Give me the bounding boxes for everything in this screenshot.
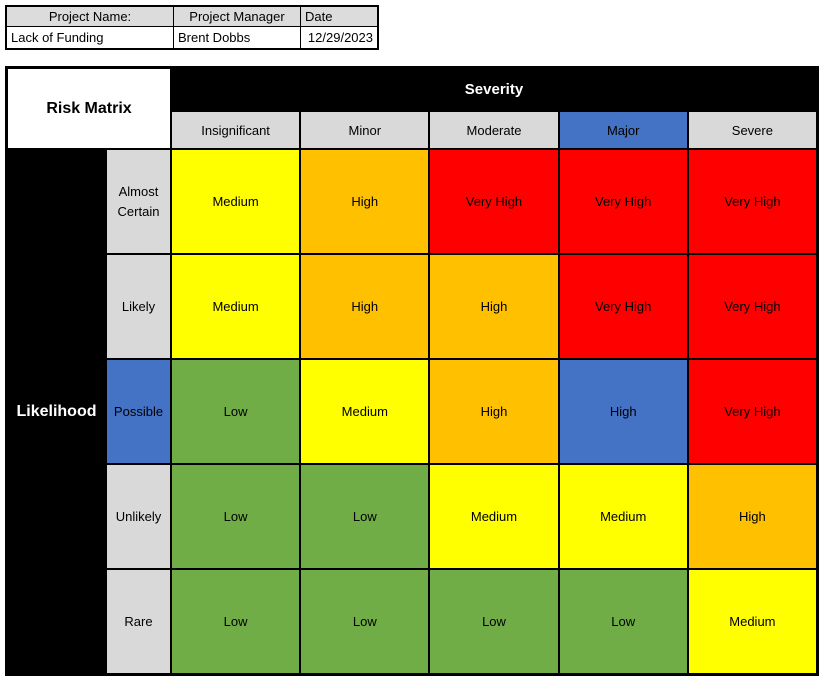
date-header-cell: Date [300, 5, 379, 27]
risk-cell[interactable]: Medium [172, 150, 300, 253]
risk-cell[interactable]: Very High [688, 150, 816, 253]
risk-cell[interactable]: Very High [688, 360, 816, 463]
risk-cell[interactable]: Medium [301, 360, 429, 463]
risk-cell[interactable]: High [559, 360, 687, 463]
severity-level-insignificant: Insignificant [172, 112, 300, 148]
risk-cell[interactable]: Low [172, 570, 300, 673]
risk-cell[interactable]: High [688, 465, 816, 568]
severity-level-severe: Severe [688, 112, 816, 148]
risk-cell[interactable]: Very High [688, 255, 816, 358]
severity-axis-header: Severity [172, 69, 816, 110]
risk-cell[interactable]: Very High [430, 150, 558, 253]
risk-cell[interactable]: Low [301, 465, 429, 568]
project-manager-header-cell: Project Manager [173, 5, 301, 27]
project-info-header-row: Project Name: Project Manager Date [5, 5, 379, 27]
likelihood-axis-header: Likelihood [8, 150, 105, 673]
likelihood-level-possible: Possible [107, 360, 170, 463]
risk-cell[interactable]: Medium [688, 570, 816, 673]
risk-cell[interactable]: High [430, 255, 558, 358]
severity-level-minor: Minor [301, 112, 429, 148]
severity-level-major: Major [559, 112, 687, 148]
risk-cell[interactable]: Very High [559, 150, 687, 253]
risk-matrix-title: Risk Matrix [8, 69, 170, 148]
severity-level-moderate: Moderate [430, 112, 558, 148]
likelihood-level-rare: Rare [107, 570, 170, 673]
risk-cell[interactable]: Very High [559, 255, 687, 358]
project-manager-value-cell[interactable]: Brent Dobbs [173, 26, 301, 50]
risk-cell[interactable]: Medium [430, 465, 558, 568]
likelihood-level-unlikely: Unlikely [107, 465, 170, 568]
likelihood-level-likely: Likely [107, 255, 170, 358]
project-name-header-cell: Project Name: [5, 5, 174, 27]
risk-cell[interactable]: Low [172, 360, 300, 463]
project-info-table: Project Name: Project Manager Date Lack … [5, 5, 379, 50]
risk-cell[interactable]: High [430, 360, 558, 463]
risk-cell[interactable]: Low [301, 570, 429, 673]
risk-cell[interactable]: Low [172, 465, 300, 568]
date-value-cell[interactable]: 12/29/2023 [300, 26, 379, 50]
likelihood-level-almost-certain: Almost Certain [107, 150, 170, 253]
risk-cell[interactable]: Low [559, 570, 687, 673]
risk-cell[interactable]: Low [430, 570, 558, 673]
risk-cell[interactable]: High [301, 150, 429, 253]
risk-matrix: Risk Matrix Severity Insignificant Minor… [5, 66, 819, 676]
risk-cell[interactable]: Medium [172, 255, 300, 358]
project-info-value-row: Lack of Funding Brent Dobbs 12/29/2023 [5, 26, 379, 50]
risk-cell[interactable]: Medium [559, 465, 687, 568]
risk-cell[interactable]: High [301, 255, 429, 358]
project-name-value-cell[interactable]: Lack of Funding [5, 26, 174, 50]
